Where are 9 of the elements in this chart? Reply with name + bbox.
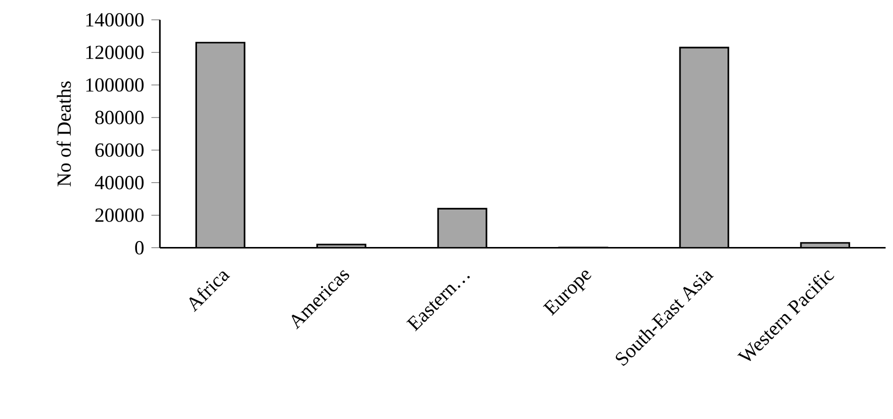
y-tick-label: 40000	[94, 176, 144, 190]
y-axis-title: No of Deaths	[56, 81, 71, 186]
y-tick-label: 20000	[95, 208, 144, 222]
y-tick-label: 80000	[95, 110, 144, 124]
y-tick-label: 0	[135, 241, 144, 254]
y-tick-label: 140000	[86, 13, 144, 27]
y-tick-label: 120000	[86, 46, 144, 60]
y-tick-label: 100000	[86, 78, 144, 92]
y-tick-label: 60000	[95, 143, 144, 157]
